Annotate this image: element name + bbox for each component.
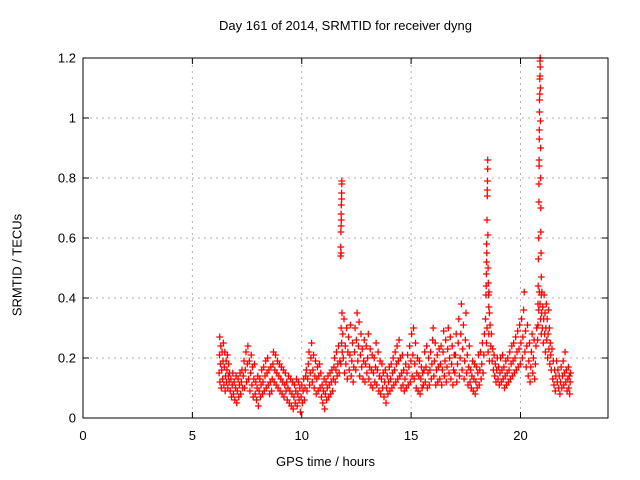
y-tick-label: 0.2 [58, 351, 76, 366]
y-axis-label: SRMTID / TECUs [9, 213, 25, 317]
y-tick-label: 1 [69, 111, 76, 126]
y-tick-label: 0 [69, 411, 76, 426]
x-tick-label: 15 [404, 428, 418, 443]
grid-lines [84, 59, 607, 417]
x-tick-label: 10 [295, 428, 309, 443]
axis-ticks [82, 57, 608, 419]
x-tick-label: 20 [513, 428, 527, 443]
data-points [215, 54, 574, 416]
y-tick-label: 0.4 [58, 291, 76, 306]
y-tick-label: 0.6 [58, 231, 76, 246]
y-tick-label: 0.8 [58, 171, 76, 186]
x-tick-label: 0 [79, 428, 86, 443]
x-tick-label: 5 [189, 428, 196, 443]
y-tick-label: 1.2 [58, 51, 76, 66]
chart-title: Day 161 of 2014, SRMTID for receiver dyn… [219, 18, 472, 33]
x-axis-label: GPS time / hours [276, 454, 375, 469]
